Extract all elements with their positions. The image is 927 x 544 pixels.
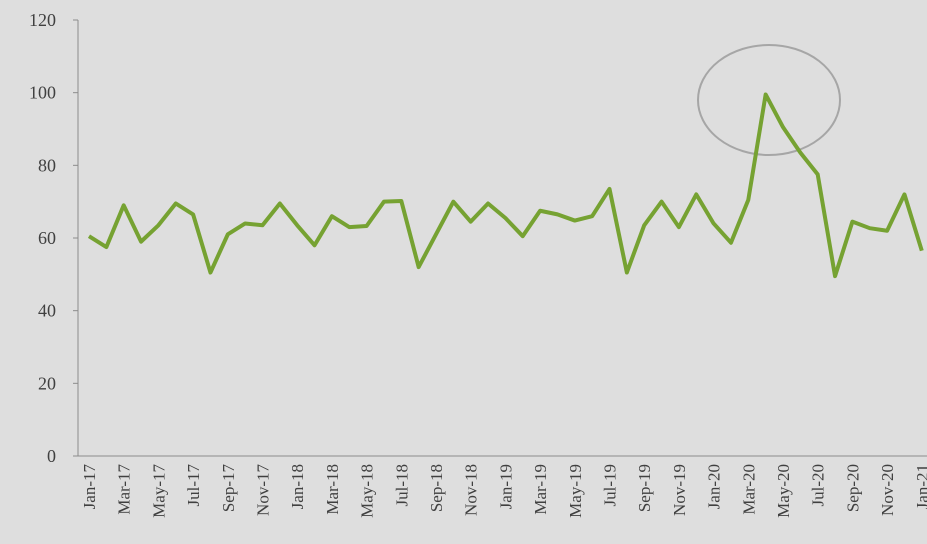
x-tick-label: Jul-17 [184,464,203,507]
y-tick-label: 0 [47,446,56,466]
x-tick-label: Sep-18 [427,464,446,512]
x-tick-label: Jan-21 [913,464,927,509]
y-tick-label: 120 [29,10,56,30]
x-tick-label: Jan-18 [288,464,307,509]
x-tick-label: Jan-20 [705,464,724,509]
x-tick-label: Sep-19 [635,464,654,512]
x-tick-label: Mar-17 [115,464,134,515]
x-tick-label: Jul-19 [601,464,620,507]
highlight-circle [697,44,841,156]
x-tick-label: Jan-17 [80,464,99,510]
x-tick-label: Mar-19 [531,464,550,515]
y-tick-label: 80 [38,155,56,175]
y-tick-label: 40 [38,301,56,321]
x-tick-label: May-20 [774,464,793,518]
x-tick-label: May-19 [566,464,585,518]
y-tick-label: 20 [38,373,56,393]
x-tick-label: May-17 [149,464,168,518]
x-tick-label: Jan-19 [496,464,515,509]
x-tick-label: Nov-19 [670,464,689,516]
y-tick-label: 60 [38,228,56,248]
x-tick-label: Nov-18 [462,464,481,516]
x-tick-label: Mar-18 [323,464,342,515]
x-tick-label: Mar-20 [739,464,758,515]
y-tick-label: 100 [29,83,56,103]
x-tick-label: Jul-20 [809,464,828,507]
x-tick-label: Nov-17 [254,464,273,516]
x-tick-label: Sep-20 [843,464,862,512]
x-tick-label: Nov-20 [878,464,897,516]
x-tick-label: Sep-17 [219,464,238,513]
data-line [87,92,924,279]
x-tick-label: Jul-18 [392,464,411,507]
x-tick-label: May-18 [358,464,377,518]
